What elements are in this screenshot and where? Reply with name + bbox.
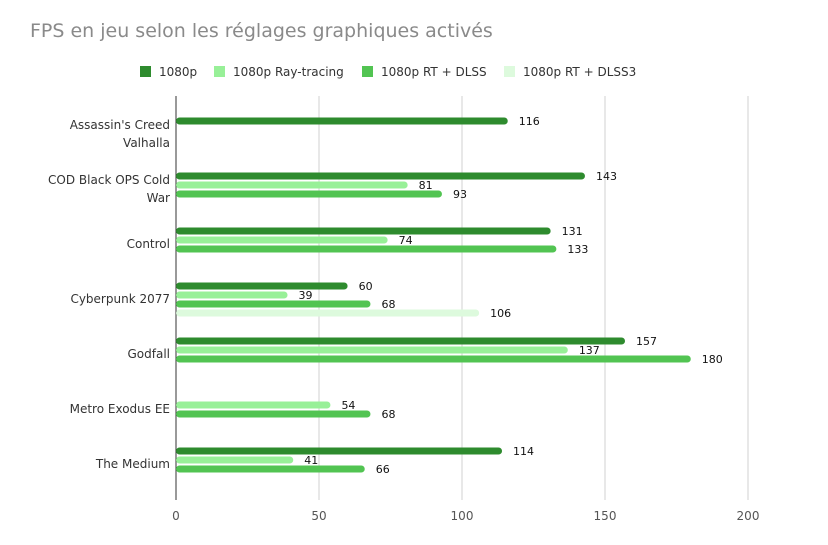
bar [176, 456, 294, 464]
data-label: 74 [399, 234, 413, 247]
legend-label: 1080p Ray-tracing [233, 65, 344, 79]
bar [176, 447, 503, 455]
legend-label: 1080p RT + DLSS [381, 65, 487, 79]
category-label: War [147, 191, 170, 205]
x-tick-labels: 0 50 100 150 200 [172, 509, 759, 523]
legend-swatch [214, 66, 225, 77]
x-tick-label: 150 [594, 509, 617, 523]
data-label: 180 [702, 353, 723, 366]
category-label: Valhalla [123, 136, 170, 150]
data-label: 106 [490, 307, 511, 320]
bar [176, 337, 626, 345]
bar [176, 181, 408, 189]
bar [176, 190, 442, 198]
x-tick-label: 50 [311, 509, 326, 523]
data-label: 68 [381, 408, 395, 421]
category-label: Control [127, 237, 170, 251]
x-tick-label: 0 [172, 509, 180, 523]
bar [176, 245, 557, 253]
category-label: Metro Exodus EE [70, 402, 170, 416]
data-label: 81 [419, 179, 433, 192]
chart-title: FPS en jeu selon les réglages graphiques… [30, 20, 493, 42]
data-label: 68 [381, 298, 395, 311]
legend-swatch [140, 66, 151, 77]
data-label: 60 [359, 280, 373, 293]
bar [176, 309, 480, 317]
value-labels: 116 143 81 93 131 74 133 60 39 68 106 157 137 180 54 68… [299, 115, 723, 476]
bar [176, 117, 508, 125]
bar [176, 401, 331, 409]
data-label: 157 [636, 335, 657, 348]
bar [176, 465, 365, 473]
data-label: 66 [376, 463, 390, 476]
category-label: The Medium [95, 457, 170, 471]
bar [176, 282, 348, 290]
legend-label: 1080p [159, 65, 197, 79]
data-label: 131 [562, 225, 583, 238]
data-label: 114 [513, 445, 534, 458]
bar [176, 227, 551, 235]
bars [176, 117, 691, 473]
bar [176, 300, 371, 308]
data-label: 41 [304, 454, 318, 467]
bar [176, 172, 585, 180]
data-label: 93 [453, 188, 467, 201]
legend: 1080p 1080p Ray-tracing 1080p RT + DLSS 108… [140, 65, 636, 79]
category-label: Assassin's Creed [70, 118, 170, 132]
bar [176, 236, 388, 244]
x-tick-label: 100 [451, 509, 474, 523]
category-label: Godfall [127, 347, 170, 361]
data-label: 137 [579, 344, 600, 357]
bar [176, 410, 371, 418]
legend-swatch [504, 66, 515, 77]
legend-swatch [362, 66, 373, 77]
data-label: 39 [299, 289, 313, 302]
legend-label: 1080p RT + DLSS3 [523, 65, 636, 79]
data-label: 143 [596, 170, 617, 183]
bar [176, 291, 288, 299]
x-tick-label: 200 [737, 509, 760, 523]
bar [176, 346, 568, 354]
category-label: Cyberpunk 2077 [70, 292, 170, 306]
gridlines [318, 96, 749, 500]
data-label: 133 [567, 243, 588, 256]
category-labels: Assassin's Creed Valhalla COD Black OPS Co… [48, 118, 170, 471]
category-label: COD Black OPS Cold [48, 173, 170, 187]
bar [176, 355, 691, 363]
data-label: 54 [341, 399, 355, 412]
data-label: 116 [519, 115, 540, 128]
